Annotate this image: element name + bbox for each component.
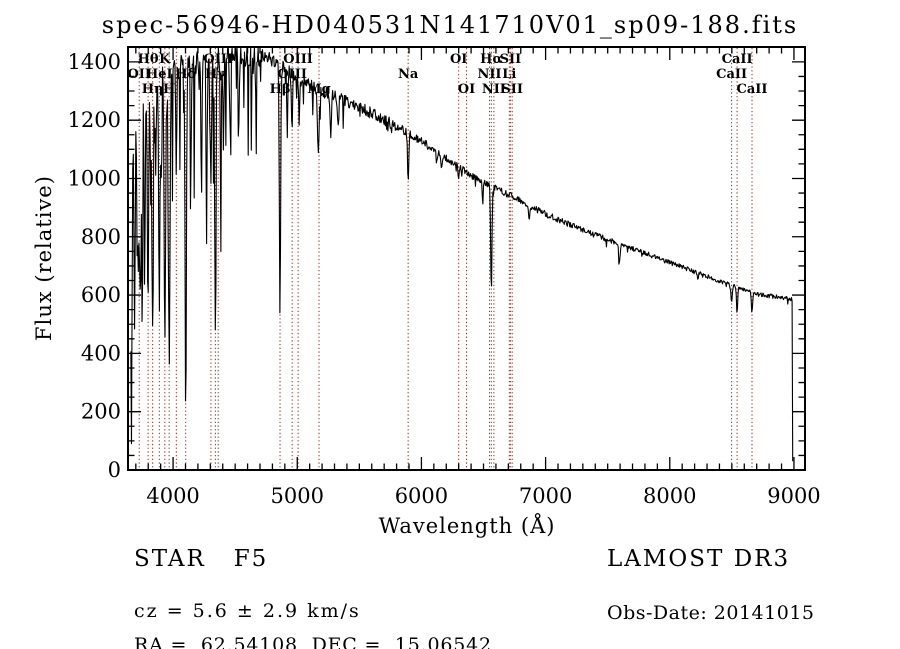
y-tick-label: 200	[81, 400, 121, 424]
page-title: spec-56946-HD040531N141710V01_sp09-188.f…	[101, 11, 799, 39]
spectral-line-label: HeI	[146, 67, 173, 82]
x-tick-label: 9000	[767, 484, 820, 508]
object-class-label: STAR F5	[134, 546, 269, 572]
x-tick-label: 7000	[519, 484, 572, 508]
spectral-line-label: CaII	[722, 52, 753, 67]
plot-frame	[127, 46, 806, 471]
x-tick-label: 8000	[643, 484, 696, 508]
y-tick-label: 1200	[68, 108, 121, 132]
cz-value: cz = 5.6 ± 2.9 km/s	[134, 600, 361, 622]
spectrum-curve	[130, 47, 794, 462]
x-tick-label: 6000	[395, 484, 448, 508]
spectral-line-label: Hγ	[205, 67, 226, 82]
spectral-line-label: NII	[477, 67, 501, 82]
spectral-line-label: SII	[500, 52, 522, 67]
y-tick-label: 1400	[68, 50, 121, 74]
spectral-line-label: NII	[482, 82, 506, 97]
spectral-line-label: CaII	[716, 67, 747, 82]
spectral-line-label: Hβ	[270, 82, 291, 97]
y-axis-title: Flux (relative)	[32, 175, 56, 341]
spectral-line-label: Hθ	[138, 52, 159, 67]
y-tick-label: 800	[81, 225, 121, 249]
x-axis-title: Wavelength (Å)	[378, 514, 556, 538]
spectral-line-label: Li	[502, 67, 516, 82]
spectral-line-label: Hη	[142, 82, 164, 97]
spectral-line-label: OII	[127, 67, 151, 82]
y-tick-label: 400	[81, 341, 121, 365]
y-tick-label: 1000	[68, 166, 121, 190]
spectral-line-label: OI	[458, 82, 475, 97]
spectral-line-label: OI	[450, 52, 467, 67]
survey-label: LAMOST DR3	[607, 546, 791, 572]
spectral-line-label: K	[159, 52, 171, 67]
spectral-line-label: CaII	[737, 82, 768, 97]
y-tick-label: 0	[108, 458, 121, 482]
spectral-line-label: SII	[501, 82, 523, 97]
spectral-line-label: Na	[398, 67, 419, 82]
ra-dec-value: RA = 62.54108, DEC = 15.06542	[134, 634, 492, 649]
x-tick-label: 4000	[146, 484, 199, 508]
y-tick-label: 600	[81, 283, 121, 307]
spectral-line-label: Hα	[480, 52, 502, 67]
spectral-line-label: OIII	[283, 52, 313, 67]
obs-date-value: Obs-Date: 20141015	[607, 602, 815, 624]
x-tick-label: 5000	[271, 484, 324, 508]
